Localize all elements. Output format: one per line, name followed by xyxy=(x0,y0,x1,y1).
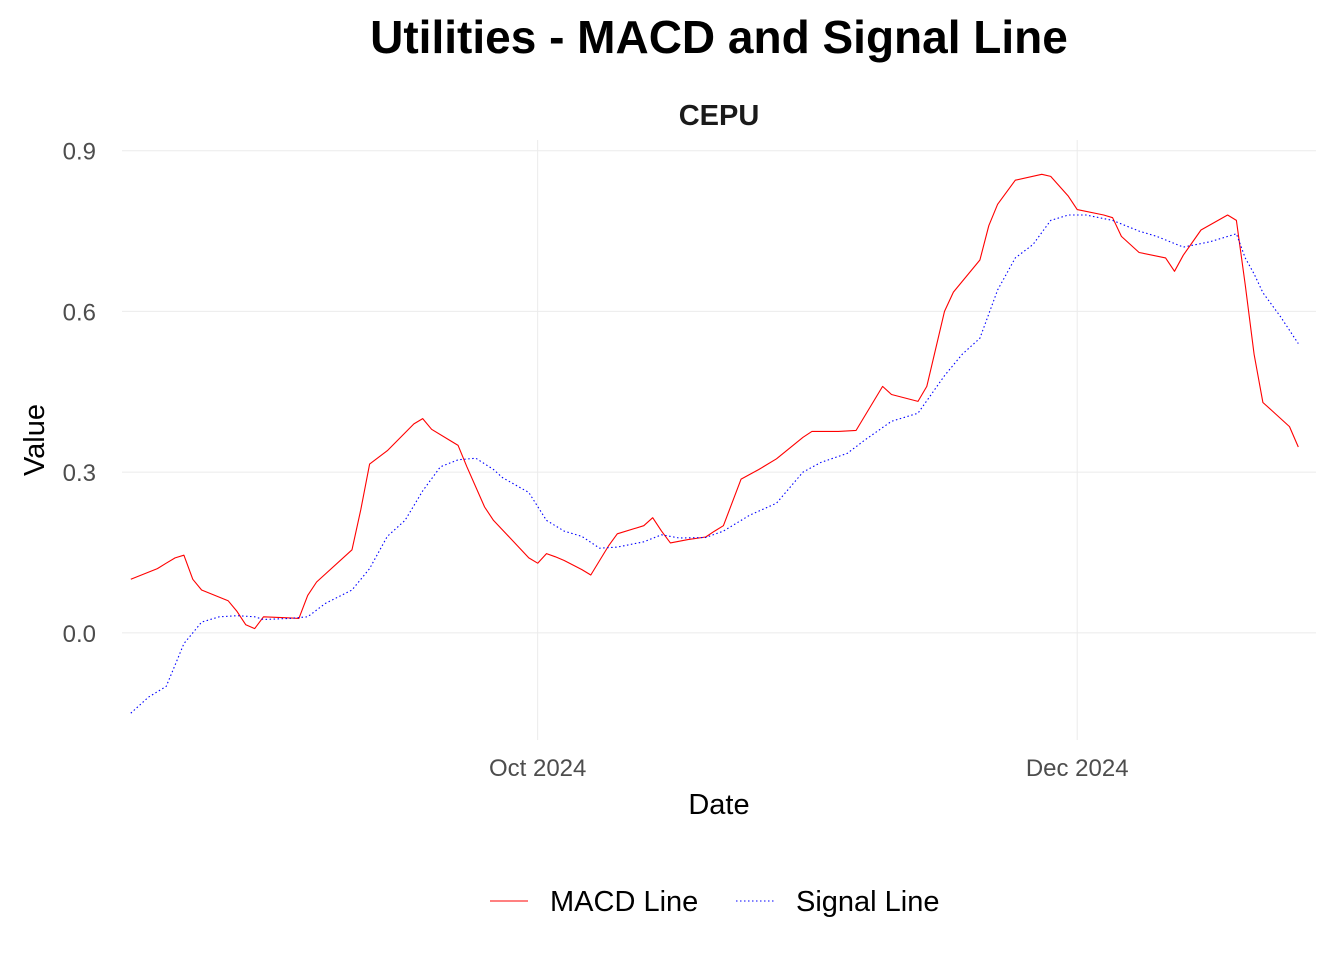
legend-label: MACD Line xyxy=(550,886,698,918)
y-tick-label: 0.3 xyxy=(63,460,96,487)
series-lines xyxy=(130,173,1299,714)
chart-title: Utilities - MACD and Signal Line xyxy=(370,11,1068,63)
y-axis-label: Value xyxy=(19,404,51,476)
facet-title: CEPU xyxy=(679,100,760,132)
y-tick-label: 0.6 xyxy=(63,299,96,326)
y-tick-label: 0.0 xyxy=(63,621,96,648)
grid-lines xyxy=(122,140,1316,740)
series-line-0 xyxy=(130,173,1299,630)
legend: MACD Line Signal Line xyxy=(490,886,940,918)
series-line-1 xyxy=(130,214,1299,714)
x-axis-ticks: Oct 2024 Dec 2024 xyxy=(489,755,1129,782)
x-tick-label: Oct 2024 xyxy=(489,755,586,782)
y-axis-ticks: 0.0 0.3 0.6 0.9 xyxy=(63,139,96,648)
x-tick-label: Dec 2024 xyxy=(1026,755,1129,782)
x-axis-label: Date xyxy=(688,789,749,821)
y-tick-label: 0.9 xyxy=(63,139,96,166)
legend-label: Signal Line xyxy=(796,886,940,918)
